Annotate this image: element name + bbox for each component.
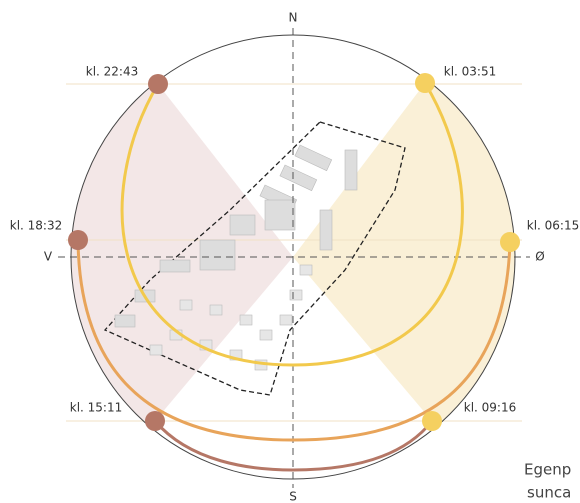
- caption: sunca: [527, 484, 571, 502]
- horizon-circle: [70, 34, 516, 480]
- caption: Egenp: [524, 461, 571, 479]
- time-label: kl. 18:32: [10, 219, 63, 233]
- shading: [71, 83, 515, 421]
- time-label: kl. 22:43: [86, 65, 139, 79]
- compass-label: V: [44, 250, 53, 264]
- time-label: kl. 09:16: [464, 401, 517, 415]
- axes: [58, 28, 530, 488]
- compass-label: Ø: [535, 250, 544, 264]
- compass-label: S: [289, 490, 297, 503]
- compass-label: N: [289, 11, 298, 25]
- sun-positions: [68, 73, 520, 431]
- time-label: kl. 03:51: [444, 65, 497, 79]
- time-label: kl. 06:15: [527, 219, 580, 233]
- guide-lines: [66, 83, 522, 422]
- sun-paths: [76, 82, 512, 472]
- time-label: kl. 15:11: [70, 401, 123, 415]
- site-plan: [103, 121, 406, 396]
